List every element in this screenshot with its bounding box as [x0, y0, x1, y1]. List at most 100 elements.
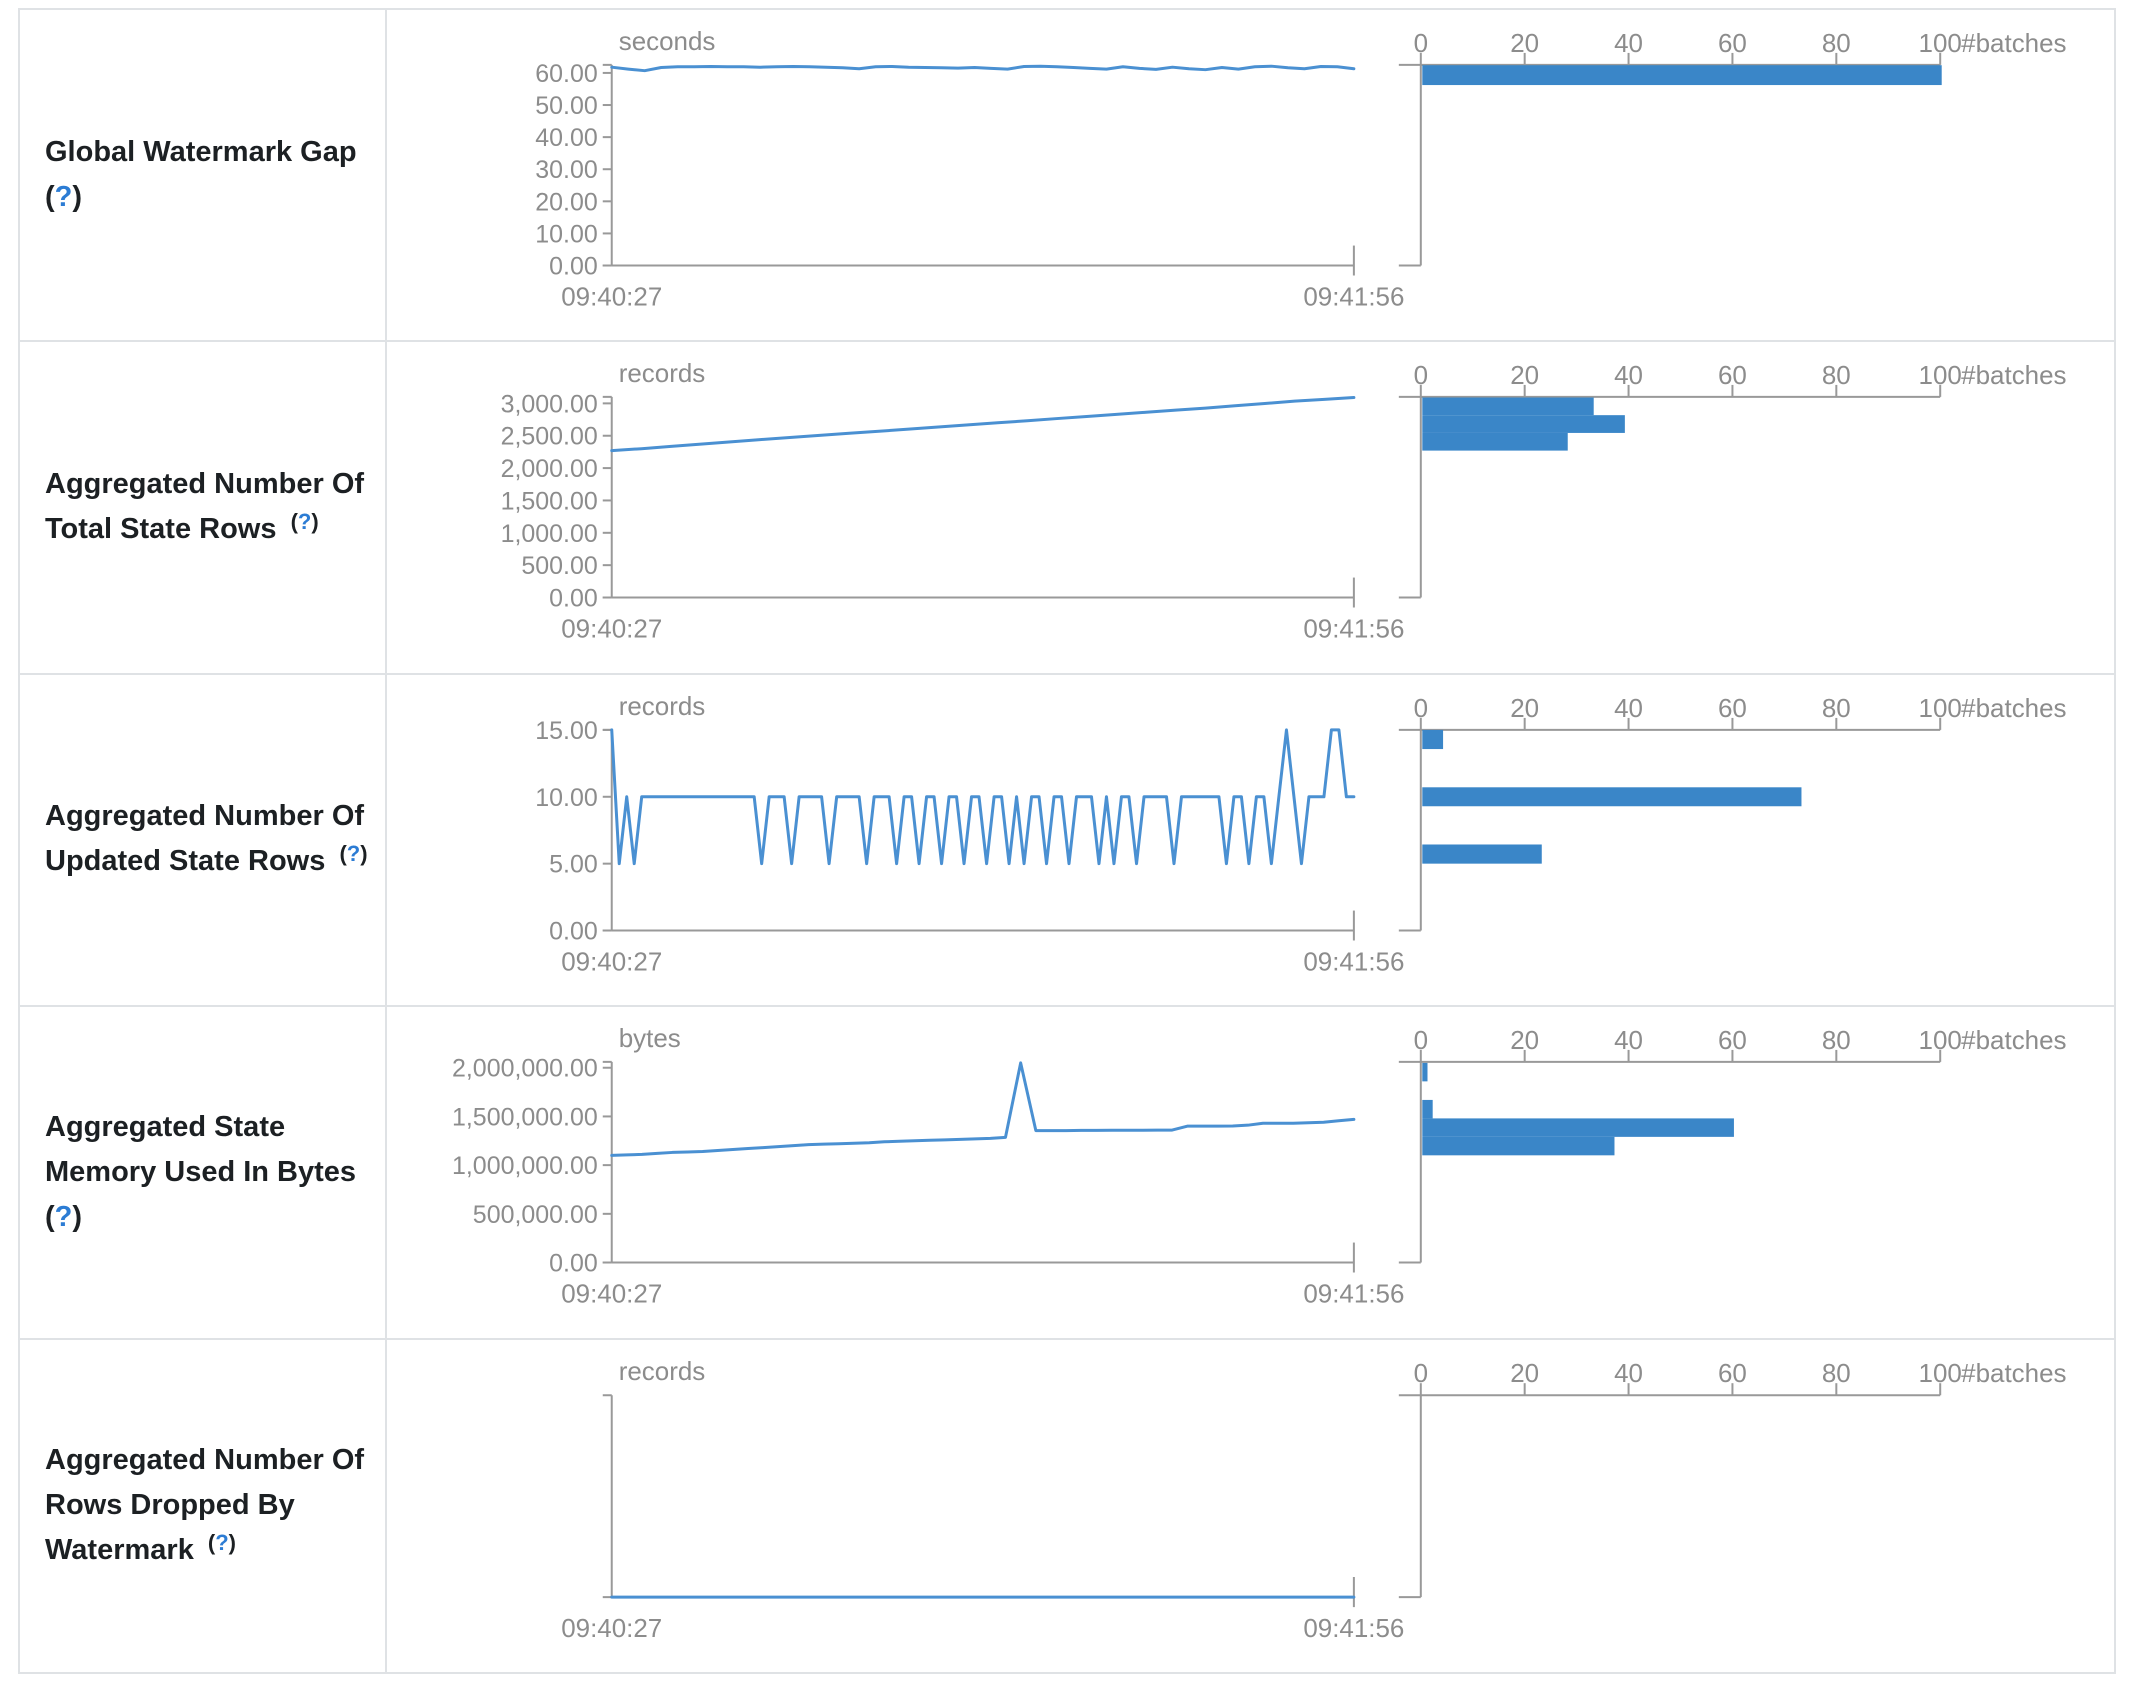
- hist-bar: [1422, 787, 1802, 807]
- hist-tick-label: 0: [1414, 28, 1428, 58]
- hist-tick-label: 0: [1414, 360, 1428, 390]
- metric-label: Aggregated Number Of Total State Rows (?): [45, 462, 364, 553]
- y-tick-label: 1,500.00: [501, 488, 598, 516]
- metric-chart-cell: records 15.00 10.00 5.00 0.00 09:40:27 09:41:5…: [387, 675, 2114, 1005]
- hist-bar: [1422, 1118, 1734, 1138]
- metric-help-line: (?): [45, 1195, 356, 1240]
- help-question-icon: ?: [346, 841, 361, 867]
- hist-tick-label: 60: [1718, 28, 1747, 58]
- help-paren-close: ): [228, 1529, 236, 1555]
- metric-chart-cell: records 3,000.00 2,500.00 2,000.00 1,500.00 1…: [387, 342, 2114, 672]
- hist-y-axis: [1398, 729, 1422, 932]
- metric-label-text: Rows Dropped By: [45, 1488, 295, 1521]
- hist-y-axis: [1398, 64, 1422, 267]
- y-tick-label: 50.00: [535, 92, 597, 120]
- hist-tick-label: 100: [1919, 1025, 1962, 1055]
- hist-tick-label: 100: [1919, 360, 1962, 390]
- help-tooltip-link[interactable]: (?): [45, 181, 82, 213]
- y-tick-label: 3,000.00: [501, 391, 598, 419]
- y-axis-outer-tick: [602, 396, 612, 599]
- hist-tick-label: 20: [1510, 1025, 1539, 1055]
- x-end-label: 09:41:56: [1303, 281, 1404, 311]
- y-tick-label: 0.00: [549, 1250, 598, 1278]
- y-tick-label: 5.00: [549, 850, 598, 878]
- y-tick-label: 1,000.00: [501, 520, 598, 548]
- hist-tick-label: 80: [1822, 28, 1851, 58]
- y-tick-label: 500.00: [521, 553, 597, 581]
- hist-bar: [1422, 415, 1625, 434]
- metric-label-text: Global Watermark Gap: [45, 136, 357, 169]
- y-tick-label: 1,500,000.00: [452, 1104, 598, 1132]
- hist-tick-label: 100: [1919, 693, 1962, 723]
- help-tooltip-link[interactable]: (?): [339, 841, 367, 866]
- timeline-line: [610, 728, 1356, 865]
- hist-tick-label: 80: [1822, 1358, 1851, 1388]
- hist-tick-label: 40: [1614, 28, 1643, 58]
- y-axis-outer-tick: [602, 1393, 612, 1598]
- help-question-icon: ?: [54, 181, 73, 214]
- hist-tick-label: 60: [1718, 693, 1747, 723]
- help-paren-close: ): [72, 181, 83, 214]
- x-start-label: 09:40:27: [561, 614, 662, 644]
- metric-label-line: Aggregated Number Of: [45, 794, 368, 839]
- help-paren-close: ): [72, 1200, 83, 1233]
- hist-y-axis: [1398, 397, 1422, 599]
- timeline-and-histogram-chart: records 09:40:27 09:41:56 0 20 40 60 80 100 #batc…: [561, 1356, 2066, 1643]
- hist-tick-label: 0: [1414, 1025, 1428, 1055]
- metric-label-line: Aggregated Number Of: [45, 462, 364, 507]
- metric-label-text: Memory Used In Bytes: [45, 1155, 357, 1188]
- hist-y-axis: [1398, 1062, 1422, 1264]
- x-start-label: 09:40:27: [561, 1279, 662, 1309]
- batches-unit-label: #batches: [1961, 360, 2066, 390]
- batches-unit-label: #batches: [1961, 1358, 2066, 1388]
- x-start-label: 09:40:27: [561, 1613, 662, 1643]
- unit-label: records: [619, 691, 706, 721]
- hist-tick-label: 40: [1614, 693, 1643, 723]
- y-tick-label: 60.00: [535, 60, 597, 88]
- metric-label-cell: Aggregated Number Of Total State Rows (?): [20, 342, 387, 673]
- help-tooltip-link[interactable]: (?): [291, 509, 319, 534]
- metric-chart-cell: bytes 2,000,000.00 1,500,000.00 1,000,000.0…: [387, 1007, 2114, 1337]
- metric-label-cell: Global Watermark Gap (?): [20, 10, 387, 341]
- metric-chart-cell: seconds 60.00 50.00 40.00 30.00 20.00 10.00 0.0…: [387, 10, 2114, 340]
- help-tooltip-link[interactable]: (?): [208, 1530, 236, 1555]
- metric-label: Aggregated State Memory Used In Bytes (?): [45, 1105, 356, 1240]
- help-question-icon: ?: [297, 509, 312, 535]
- y-tick-label: 1,000,000.00: [452, 1152, 598, 1180]
- x-end-label: 09:41:56: [1303, 946, 1404, 976]
- y-tick-label: 2,000,000.00: [452, 1055, 598, 1083]
- timeline-line: [610, 64, 1356, 73]
- help-tooltip-link[interactable]: (?): [45, 1201, 82, 1233]
- help-paren-open: (: [45, 181, 55, 214]
- y-tick-label: 2,500.00: [501, 423, 598, 451]
- hist-tick-label: 100: [1919, 28, 1962, 58]
- help-question-icon: ?: [54, 1200, 73, 1233]
- help-paren-close: ): [311, 509, 319, 535]
- metric-label-text: Aggregated State: [45, 1110, 286, 1143]
- metric-label: Aggregated Number Of Updated State Rows (…: [45, 794, 368, 885]
- metric-row: Global Watermark Gap (?) seconds 60.00 50.00…: [20, 10, 2114, 343]
- metric-label-line: Aggregated State: [45, 1105, 356, 1150]
- metric-label-line: Global Watermark Gap: [45, 130, 357, 175]
- hist-bar: [1422, 65, 1942, 86]
- hist-tick-label: 80: [1822, 1025, 1851, 1055]
- metric-help-line: (?): [45, 175, 357, 220]
- unit-label: seconds: [619, 26, 716, 56]
- hist-tick-label: 0: [1414, 1358, 1428, 1388]
- help-question-icon: ?: [215, 1529, 229, 1555]
- metric-row: Aggregated Number Of Rows Dropped By Water…: [20, 1339, 2114, 1672]
- y-tick-label: 0.00: [549, 253, 598, 281]
- help-paren-open: (: [339, 841, 347, 867]
- metric-label-cell: Aggregated State Memory Used In Bytes (?): [20, 1007, 387, 1338]
- batches-unit-label: #batches: [1961, 28, 2066, 58]
- y-tick-label: 10.00: [535, 220, 597, 248]
- hist-tick-label: 20: [1510, 360, 1539, 390]
- y-tick-label: 2,000.00: [501, 455, 598, 483]
- metric-row: Aggregated State Memory Used In Bytes (?) b…: [20, 1007, 2114, 1340]
- metric-label-text: Updated State Rows: [45, 845, 326, 878]
- timeline-line: [610, 1061, 1356, 1158]
- hist-tick-label: 80: [1822, 693, 1851, 723]
- y-tick-label: 500,000.00: [473, 1201, 598, 1229]
